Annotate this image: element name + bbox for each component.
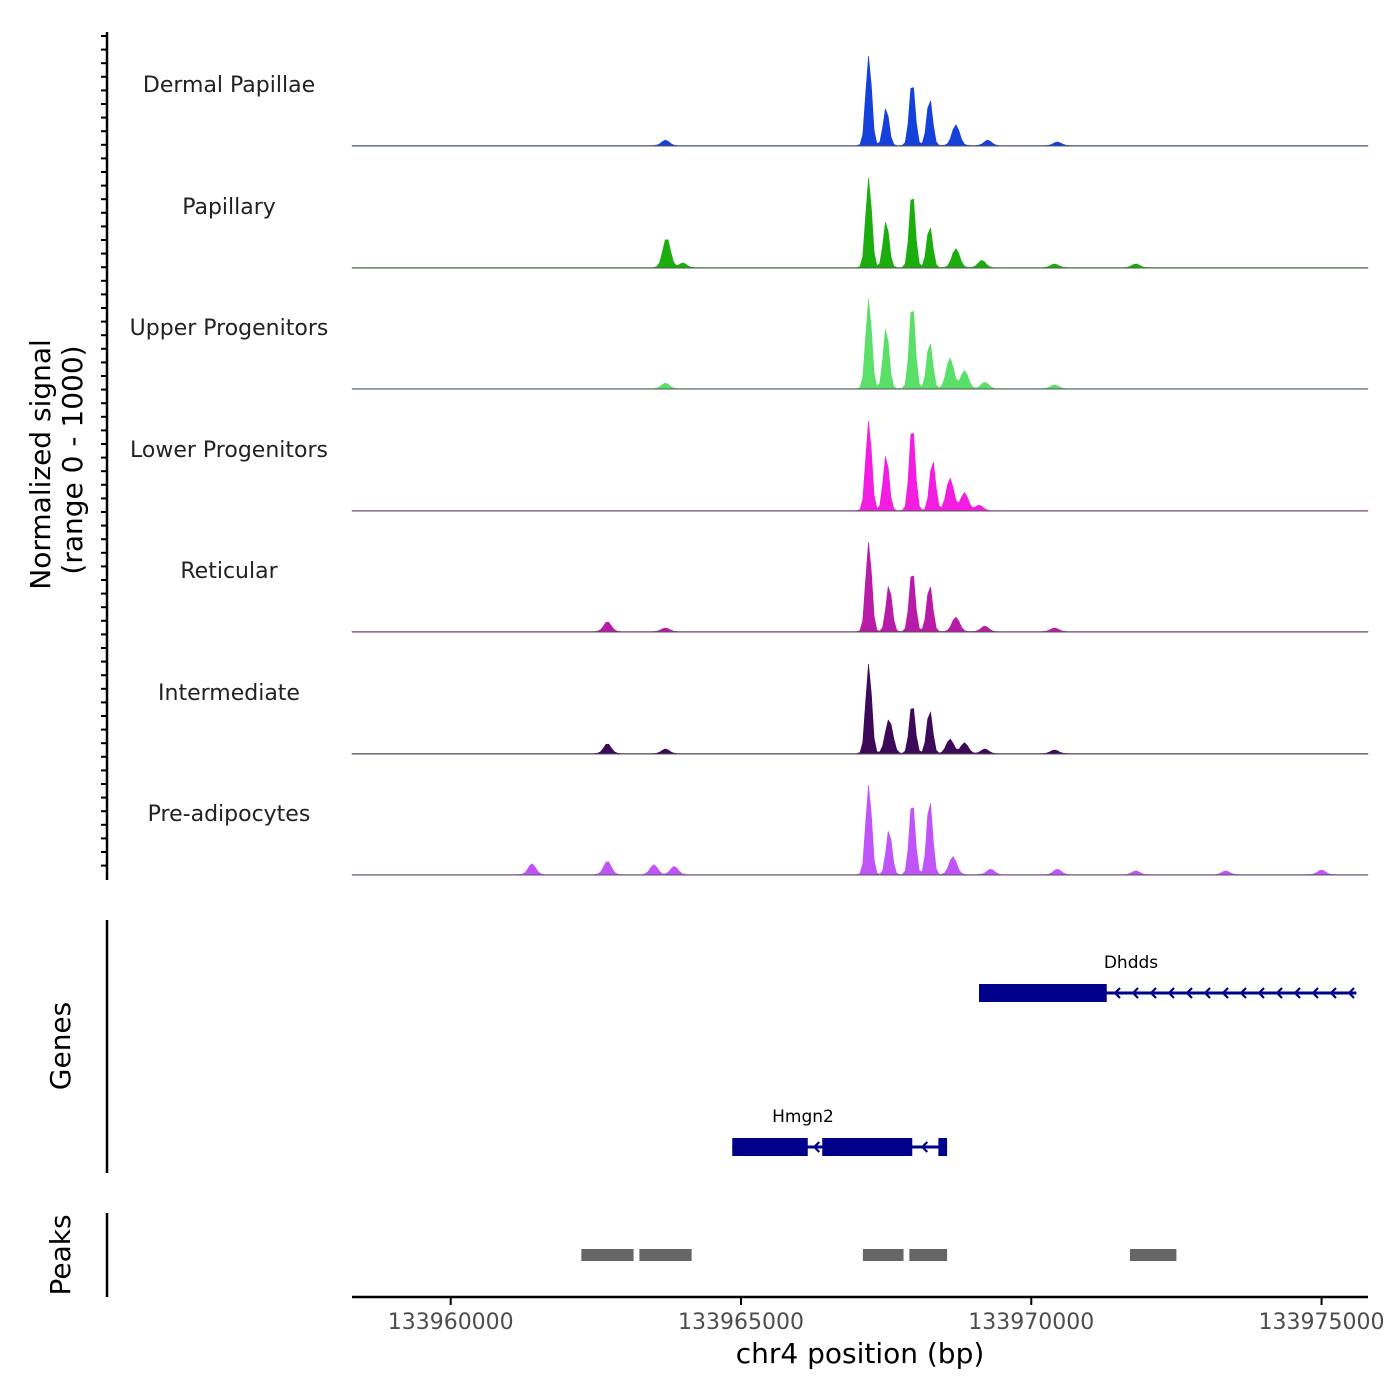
genes-track: Dhdds Hmgn2 <box>732 953 1357 1156</box>
peak-region <box>1129 1249 1177 1261</box>
track-label: Intermediate <box>158 681 300 706</box>
strand-arrow <box>1329 987 1337 999</box>
gene-hmgn2: Hmgn2 <box>732 1107 948 1156</box>
track-label: Pre-adipocytes <box>148 802 311 827</box>
track-lower-progenitors: Lower Progenitors <box>130 420 1369 512</box>
exon-block <box>822 1138 913 1156</box>
x-axis-ticks: 133960000 133965000 133970000 133975000 <box>388 1297 1385 1335</box>
signal-y-axis-ticks <box>101 35 107 867</box>
strand-arrow <box>1275 987 1283 999</box>
track-papillary: Papillary <box>182 177 1369 269</box>
track-label: Reticular <box>180 559 278 584</box>
strand-arrow <box>1221 987 1229 999</box>
track-label: Upper Progenitors <box>130 316 329 341</box>
exon-block <box>979 984 1107 1002</box>
peaks-track <box>581 1249 1177 1261</box>
x-axis-title: chr4 position (bp) <box>736 1337 985 1370</box>
signal-tracks: Dermal Papillae Papillary Upper Progenitor… <box>130 55 1369 876</box>
track-intermediate: Intermediate <box>158 663 1369 755</box>
strand-arrow <box>1311 987 1319 999</box>
exon-block <box>732 1138 808 1156</box>
gene-label: Hmgn2 <box>772 1107 834 1127</box>
x-tick-label: 133975000 <box>1259 1310 1385 1335</box>
track-dermal-papillae: Dermal Papillae <box>143 55 1369 147</box>
strand-arrow <box>920 1141 929 1153</box>
peak-region <box>862 1249 904 1261</box>
track-upper-progenitors: Upper Progenitors <box>130 298 1369 390</box>
strand-arrow <box>1239 987 1247 999</box>
strand-arrow <box>1257 987 1265 999</box>
strand-arrow <box>1293 987 1301 999</box>
peak-region <box>909 1249 948 1261</box>
peaks-track-title: Peaks <box>44 1214 77 1295</box>
strand-arrow <box>1167 987 1175 999</box>
track-reticular: Reticular <box>180 541 1369 633</box>
gene-label: Dhdds <box>1104 953 1158 973</box>
gene-dhdds: Dhdds <box>979 953 1357 1002</box>
exon-block <box>938 1138 948 1156</box>
strand-arrow <box>1131 987 1139 999</box>
y-axis-title-line2: (range 0 - 1000) <box>56 345 89 574</box>
peak-region <box>581 1249 634 1261</box>
strand-arrow <box>1185 987 1193 999</box>
strand-arrow <box>1203 987 1211 999</box>
x-tick-label: 133965000 <box>678 1310 804 1335</box>
track-label: Dermal Papillae <box>143 73 315 98</box>
strand-arrow <box>1149 987 1157 999</box>
x-tick-label: 133960000 <box>388 1310 514 1335</box>
x-tick-label: 133970000 <box>968 1310 1094 1335</box>
genes-track-title: Genes <box>44 1002 77 1090</box>
strand-arrow <box>1113 987 1121 999</box>
track-label: Papillary <box>182 195 276 220</box>
strand-arrow <box>812 1141 821 1153</box>
strand-arrow <box>1347 987 1355 999</box>
track-pre-adipocytes: Pre-adipocytes <box>148 784 1369 876</box>
peak-region <box>639 1249 692 1261</box>
y-axis-title-line1: Normalized signal <box>24 339 57 590</box>
track-label: Lower Progenitors <box>130 438 328 463</box>
y-axis-title: Normalized signal (range 0 - 1000) <box>24 330 89 589</box>
